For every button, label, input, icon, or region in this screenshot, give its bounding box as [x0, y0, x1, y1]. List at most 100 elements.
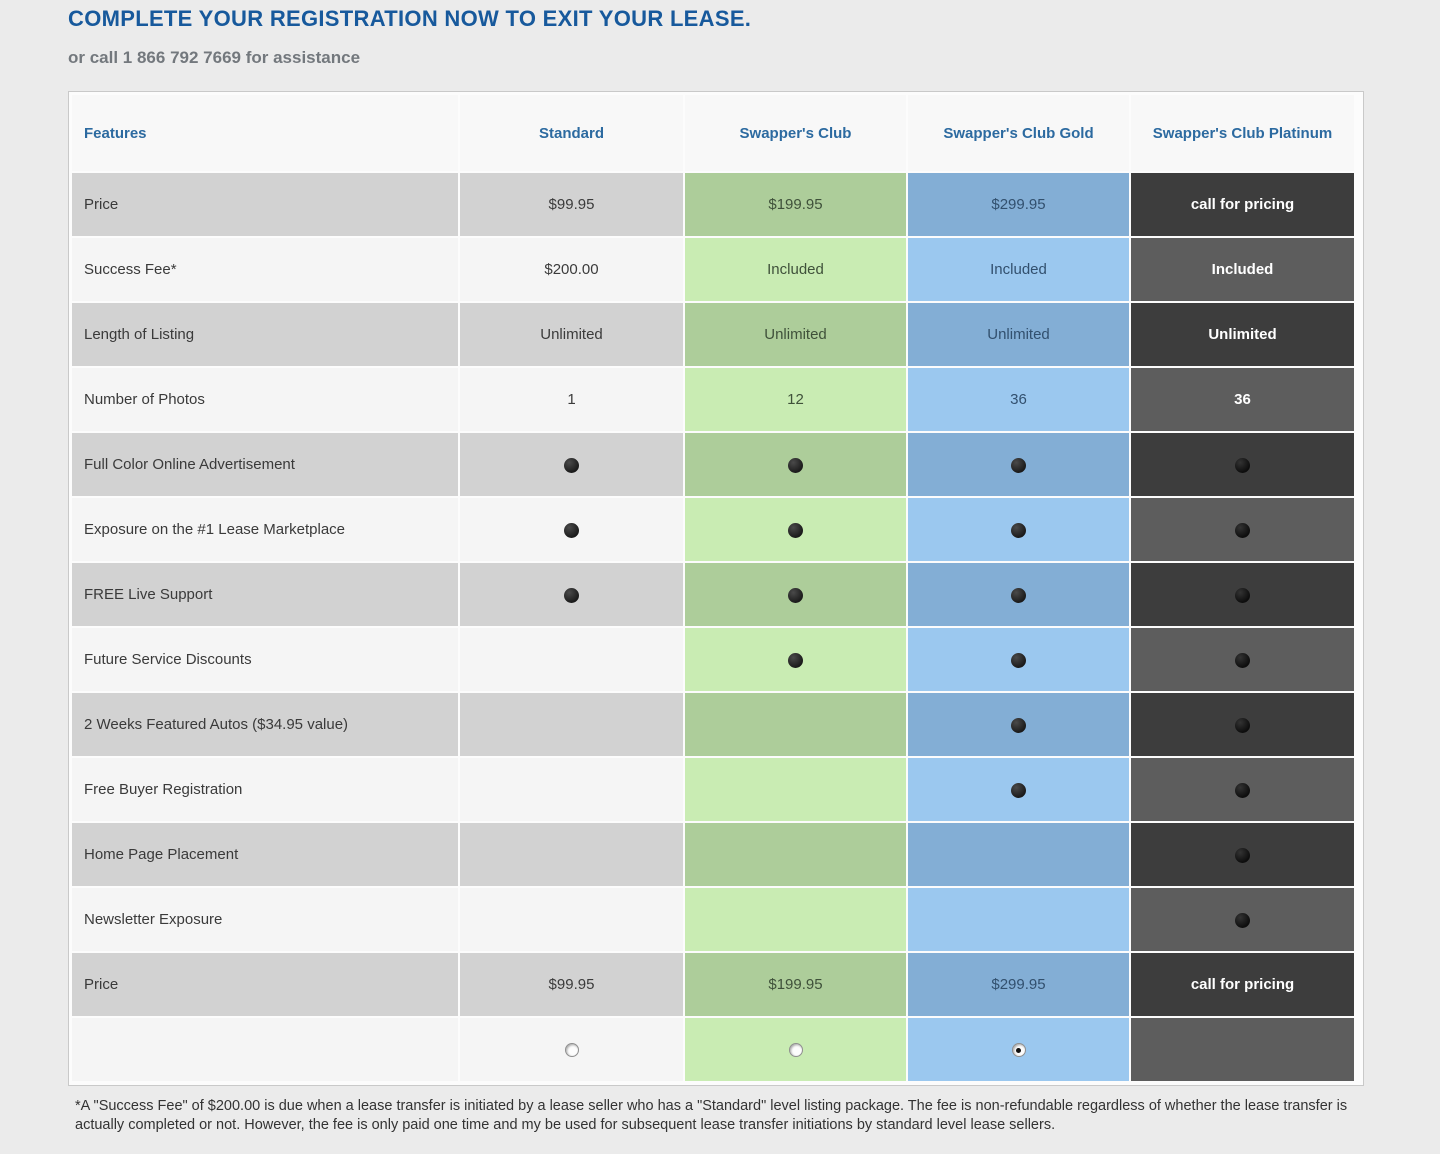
standard-value-cell — [460, 433, 683, 496]
included-dot-icon — [1235, 847, 1250, 863]
club-value-cell — [685, 823, 906, 886]
feature-label: Exposure on the #1 Lease Marketplace — [72, 498, 458, 561]
club-value-cell — [685, 888, 906, 951]
success-fee-footnote: *A "Success Fee" of $200.00 is due when … — [75, 1098, 1348, 1134]
gold-value-cell — [908, 563, 1129, 626]
platinum-value-cell — [1131, 758, 1354, 821]
gold-package-radio[interactable] — [1011, 1043, 1026, 1058]
column-header-standard: Standard — [460, 95, 683, 171]
gold-value-cell: $299.95 — [908, 173, 1129, 236]
standard-value-cell — [460, 563, 683, 626]
feature-row: Exposure on the #1 Lease Marketplace — [72, 498, 1354, 561]
platinum-value-cell: Unlimited — [1131, 303, 1354, 366]
feature-row: Price $99.95 $199.95 $299.95 call for pricin… — [72, 953, 1354, 1016]
club-value-cell: $199.95 — [685, 953, 906, 1016]
platinum-value-cell: Included — [1131, 238, 1354, 301]
standard-value-cell: $99.95 — [460, 953, 683, 1016]
standard-value-cell — [460, 823, 683, 886]
feature-label: Price — [72, 953, 458, 1016]
feature-label: Home Page Placement — [72, 823, 458, 886]
included-dot-icon — [1235, 717, 1250, 733]
column-header-swappers-club-gold: Swapper's Club Gold — [908, 95, 1129, 171]
gold-value-cell: $299.95 — [908, 953, 1129, 1016]
gold-value-cell — [908, 888, 1129, 951]
package-selector-row — [72, 1018, 1354, 1081]
included-dot-icon — [1235, 652, 1250, 668]
gold-value-cell — [908, 758, 1129, 821]
included-dot-icon — [1011, 782, 1026, 798]
column-header-swappers-club-platinum: Swapper's Club Platinum — [1131, 95, 1354, 171]
included-dot-icon — [1011, 522, 1026, 538]
platinum-selector-cell — [1131, 1018, 1354, 1081]
platinum-value-cell: call for pricing — [1131, 953, 1354, 1016]
gold-value-cell: Included — [908, 238, 1129, 301]
included-dot-icon — [1235, 457, 1250, 473]
standard-package-radio[interactable] — [564, 1043, 579, 1058]
standard-selector-cell — [460, 1018, 683, 1081]
pricing-comparison-table: Features Standard Swapper's Club Swapper… — [70, 93, 1356, 1083]
header-row: Features Standard Swapper's Club Swapper… — [72, 95, 1354, 171]
feature-row: Newsletter Exposure — [72, 888, 1354, 951]
feature-row: Future Service Discounts — [72, 628, 1354, 691]
gold-value-cell — [908, 628, 1129, 691]
feature-label: Newsletter Exposure — [72, 888, 458, 951]
club-package-radio[interactable] — [788, 1043, 803, 1058]
feature-row: FREE Live Support — [72, 563, 1354, 626]
standard-value-cell: 1 — [460, 368, 683, 431]
feature-row: Success Fee* $200.00 Included Included Inclu… — [72, 238, 1354, 301]
column-header-features: Features — [72, 95, 458, 171]
selector-row-spacer — [72, 1018, 458, 1081]
club-value-cell — [685, 693, 906, 756]
platinum-value-cell — [1131, 888, 1354, 951]
included-dot-icon — [1011, 457, 1026, 473]
standard-value-cell: Unlimited — [460, 303, 683, 366]
included-dot-icon — [564, 587, 579, 603]
club-value-cell — [685, 758, 906, 821]
feature-row: Number of Photos 1 12 36 36 — [72, 368, 1354, 431]
feature-label: Success Fee* — [72, 238, 458, 301]
club-value-cell: Included — [685, 238, 906, 301]
standard-value-cell — [460, 758, 683, 821]
standard-value-cell: $200.00 — [460, 238, 683, 301]
included-dot-icon — [1011, 717, 1026, 733]
included-dot-icon — [788, 652, 803, 668]
standard-value-cell — [460, 888, 683, 951]
gold-value-cell: Unlimited — [908, 303, 1129, 366]
gold-selector-cell — [908, 1018, 1129, 1081]
included-dot-icon — [564, 522, 579, 538]
platinum-value-cell — [1131, 693, 1354, 756]
feature-label: 2 Weeks Featured Autos ($34.95 value) — [72, 693, 458, 756]
standard-value-cell — [460, 693, 683, 756]
feature-label: Free Buyer Registration — [72, 758, 458, 821]
feature-row: Full Color Online Advertisement — [72, 433, 1354, 496]
assistance-phone-text: or call 1 866 792 7669 for assistance — [68, 48, 361, 67]
platinum-value-cell — [1131, 433, 1354, 496]
feature-row: Length of Listing Unlimited Unlimited Unlim… — [72, 303, 1354, 366]
gold-value-cell — [908, 433, 1129, 496]
feature-row: Free Buyer Registration — [72, 758, 1354, 821]
pricing-table-frame: Features Standard Swapper's Club Swapper… — [68, 91, 1364, 1086]
included-dot-icon — [1011, 587, 1026, 603]
feature-label: Future Service Discounts — [72, 628, 458, 691]
feature-row: 2 Weeks Featured Autos ($34.95 value) — [72, 693, 1354, 756]
feature-row: Price $99.95 $199.95 $299.95 call for pricin… — [72, 173, 1354, 236]
feature-label: Price — [72, 173, 458, 236]
club-value-cell — [685, 563, 906, 626]
club-value-cell — [685, 498, 906, 561]
included-dot-icon — [1235, 522, 1250, 538]
column-header-swappers-club: Swapper's Club — [685, 95, 906, 171]
page-title: COMPLETE YOUR REGISTRATION NOW TO EXIT Y… — [68, 6, 752, 31]
included-dot-icon — [788, 522, 803, 538]
standard-value-cell — [460, 628, 683, 691]
feature-row: Home Page Placement — [72, 823, 1354, 886]
club-selector-cell — [685, 1018, 906, 1081]
platinum-value-cell: 36 — [1131, 368, 1354, 431]
gold-value-cell — [908, 693, 1129, 756]
included-dot-icon — [788, 457, 803, 473]
gold-value-cell — [908, 498, 1129, 561]
included-dot-icon — [1235, 912, 1250, 928]
standard-value-cell — [460, 498, 683, 561]
club-value-cell: Unlimited — [685, 303, 906, 366]
included-dot-icon — [564, 457, 579, 473]
